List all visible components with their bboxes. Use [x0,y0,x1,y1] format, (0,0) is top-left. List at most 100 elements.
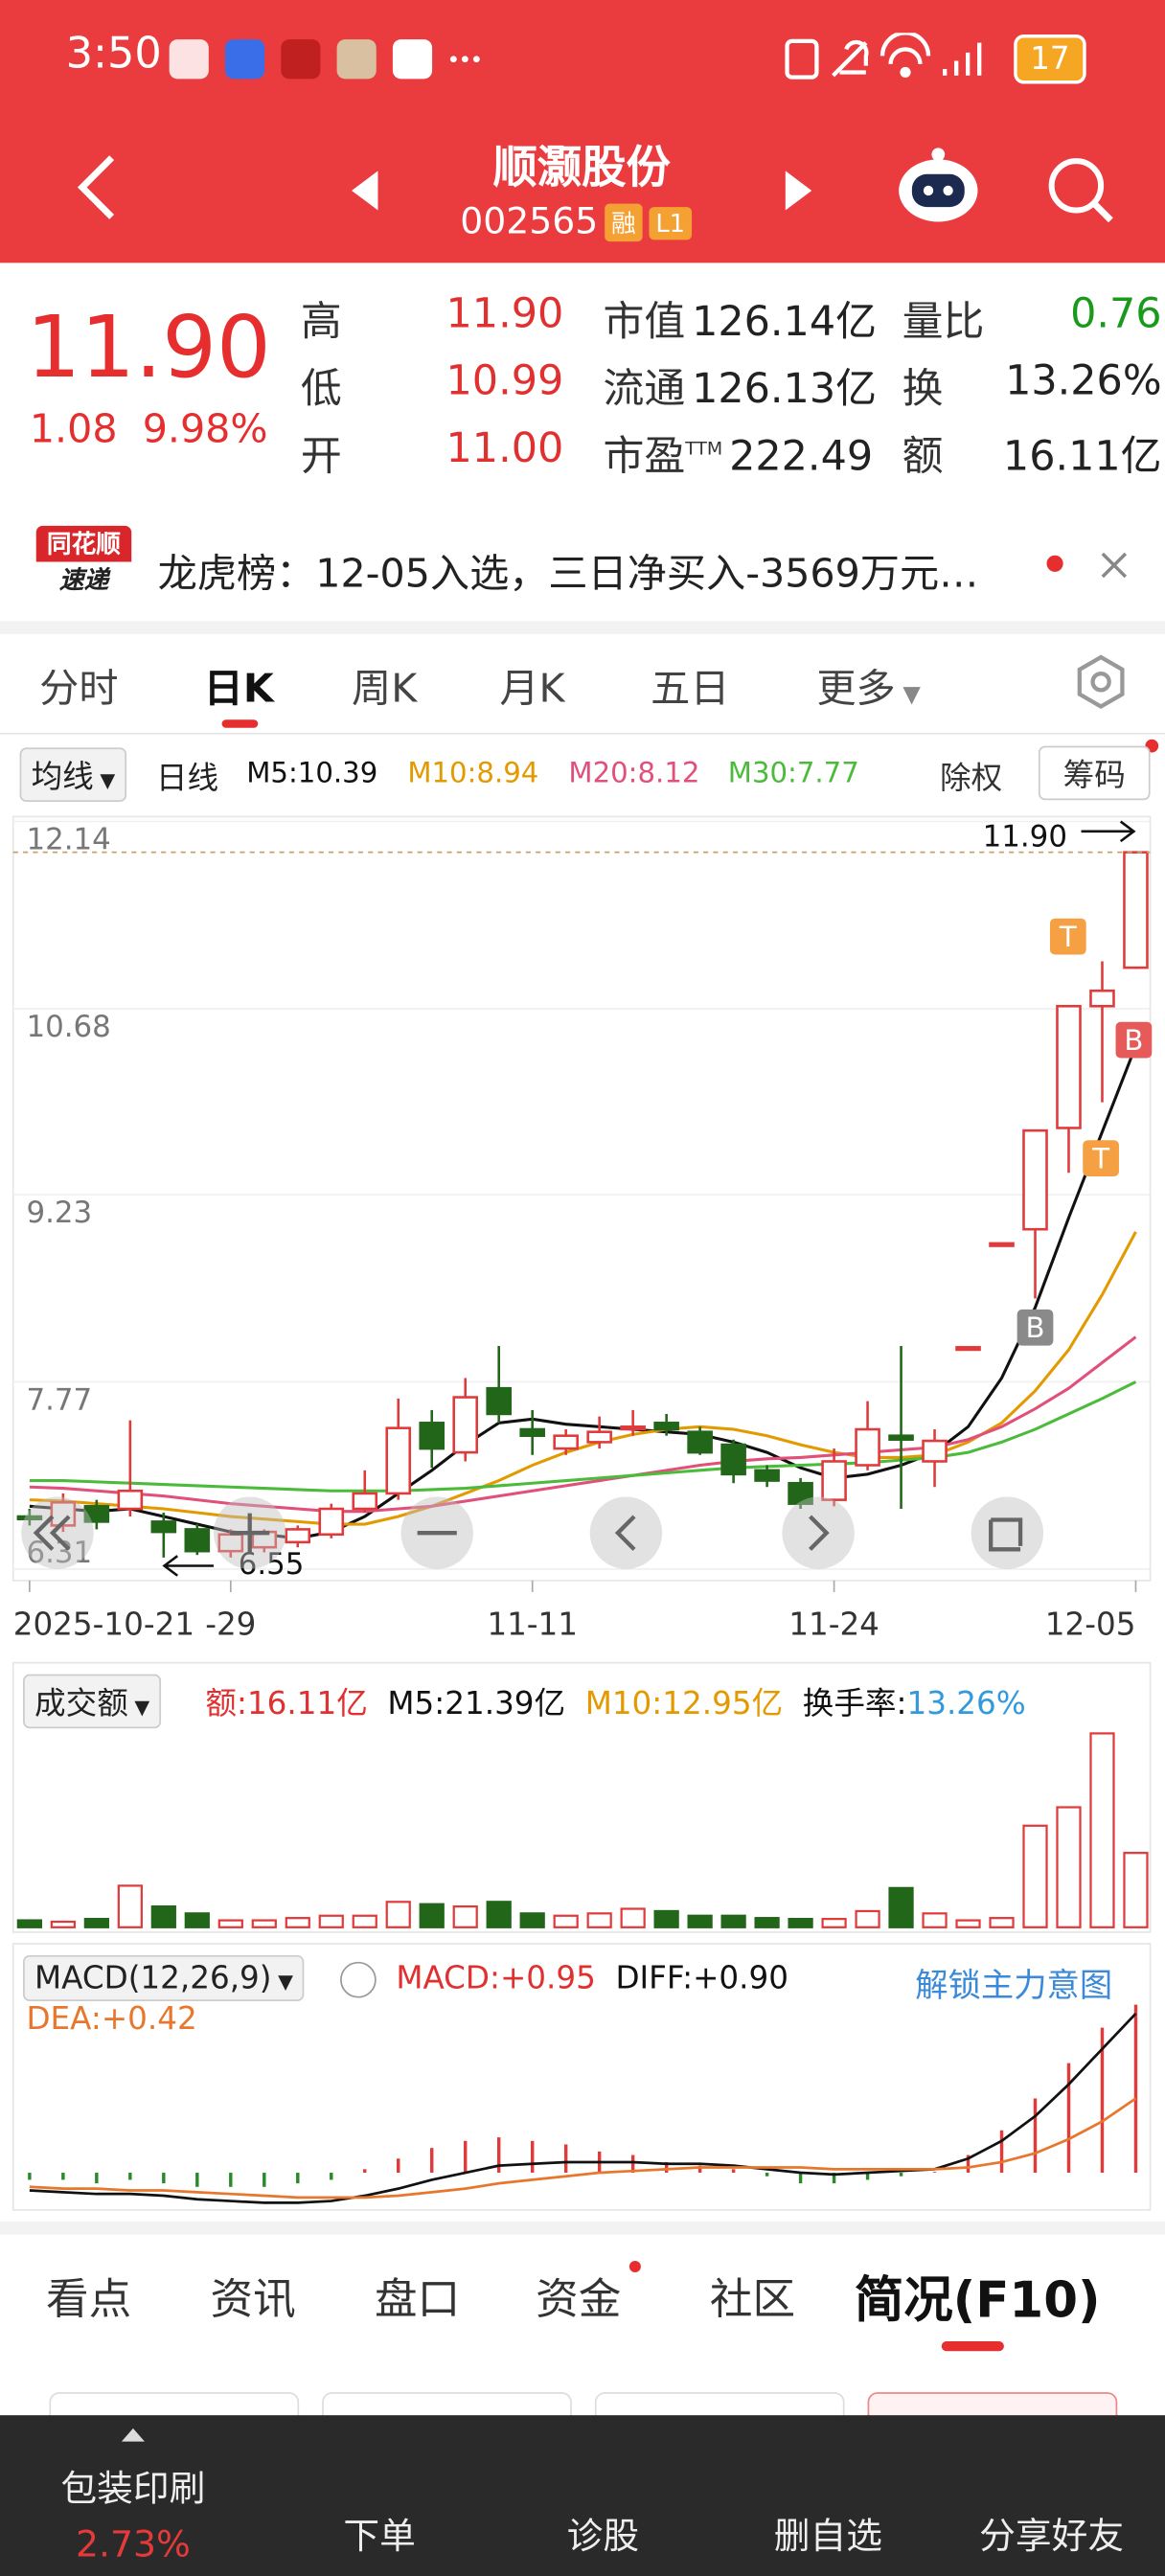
volume-bar [117,1884,143,1928]
arrow [162,1555,214,1577]
volume-items: 额:16.11亿 M5:21.39亿 M10:12.95亿 换手率:13.26% [205,1679,1025,1723]
volume-bar [83,1918,109,1928]
chart-control[interactable] [21,1496,94,1569]
sector-name[interactable]: 包装印刷 [60,2469,206,2511]
bottom-nav: 包装印刷 2.73% 下单 诊股 删自选 分享好友 [0,2415,1165,2576]
stat-value: 126.13亿 [692,364,878,413]
stat-value: 10.99 [445,356,564,404]
volume-bar [1089,1732,1115,1928]
help-icon[interactable] [340,1961,377,1998]
y-tick-label: 10.68 [26,1010,110,1044]
chart-control[interactable] [782,1496,855,1569]
sector-change: 2.73% [75,2525,191,2566]
volume-bar [1056,1806,1082,1928]
turnover-label: 换手率: [802,1685,907,1722]
bottom-tab[interactable]: 资金 [536,2275,622,2325]
stat-label: 市盈 [603,432,686,480]
volume-bar [955,1919,981,1928]
candle-body [318,1507,345,1537]
low-label: 6.55 [239,1547,305,1582]
signal-label: T [1091,1142,1109,1174]
back-button[interactable] [66,151,132,223]
chart-control[interactable] [589,1496,663,1569]
price-change: 1.08 9.98% [30,406,268,452]
volume-bar [486,1901,512,1928]
dea-label: DEA:+0.42 [26,2000,197,2038]
tab[interactable]: 日K [203,665,274,712]
bottom-tab[interactable]: 资讯 [210,2275,296,2325]
bottom-tab[interactable]: 看点 [46,2275,132,2325]
macd-selector[interactable]: MACD(12,26,9) ▼ [23,1954,305,2001]
macd-item: MACD:+0.95 [396,1960,596,1996]
volume-bar [620,1907,646,1928]
candle-body [352,1492,378,1511]
candle-body [1056,1005,1082,1129]
price: 11.90 [26,299,271,399]
button[interactable]: 筹码 [1038,745,1151,801]
control-icon [614,1515,636,1551]
nav-label[interactable]: 下单 [343,2517,416,2559]
chart-control[interactable] [971,1496,1044,1569]
arrow [1081,820,1136,843]
tab[interactable]: 分时 [39,665,119,712]
ma-label: M10:8.94 [407,757,539,790]
search-icon[interactable] [1045,154,1117,226]
banner-logo: 同花顺 速递 [35,525,132,605]
banner-text[interactable]: 龙虎榜：12-05入选，三日净买入-3569万元… [157,550,979,597]
tab[interactable]: 月K [499,665,565,712]
volume-selector[interactable]: 成交额 ▼ [23,1674,162,1729]
turnover: 换手率:13.26% [803,1679,1026,1723]
nav-label[interactable]: 删自选 [773,2517,883,2559]
volume-bar [754,1917,780,1928]
stat-value: 13.26% [1005,356,1162,404]
dropdown-caret: ▼ [127,1695,150,1719]
candle-body [1123,851,1149,969]
dropdown-caret: ▼ [895,681,921,709]
candle-body [385,1426,412,1495]
unlock-link[interactable]: 解锁主力意图 [915,1965,1113,2005]
change-pct: 9.98% [142,405,268,452]
banner-close[interactable] [1098,549,1131,581]
stat-value: 222.49 [729,432,874,480]
signal-box [1017,1309,1054,1346]
candle-body [1089,989,1115,1008]
bottom-tab[interactable]: 盘口 [375,2275,461,2325]
ma-line [29,1380,1137,1493]
robot-icon[interactable] [896,145,981,227]
nav-label[interactable]: 分享好友 [979,2517,1125,2559]
nav-label[interactable]: 诊股 [566,2517,640,2559]
charts: 12.1410.689.237.776.312025-10-21-2911-11… [11,815,1153,2211]
x-tick-label: 2025-10-21 [13,1607,194,1643]
signal-label: B [1026,1311,1045,1344]
stat-label: 流通 [603,364,686,413]
candle-body [83,1505,110,1523]
volume-bar [653,1909,679,1928]
tab[interactable]: 更多 ▼ [816,665,921,712]
signal-box [1049,918,1086,955]
x-tick-label: -29 [205,1607,256,1643]
sector-caret [121,2428,145,2442]
candle-body [888,1434,914,1442]
prev-stock[interactable] [349,168,381,214]
bottom-tab[interactable]: 简况(F10) [854,2271,1101,2330]
logo-bottom: 速递 [58,564,109,595]
bottom-tab[interactable]: 社区 [709,2275,796,2325]
volume-bar [519,1912,545,1928]
tab[interactable]: 五日 [651,665,730,712]
stat-value: 11.00 [445,423,564,472]
volume-bar [419,1903,445,1928]
tab[interactable]: 周K [352,665,418,712]
tab-underline [941,2341,1004,2352]
ma-label: M30:7.77 [727,757,859,790]
selector-text: MACD(12,26,9) [34,1960,272,1996]
button[interactable]: 除权 [940,761,1003,797]
candle-body [519,1427,545,1437]
candle-body [486,1386,512,1416]
stat-value: 11.90 [445,288,564,337]
ma-selector[interactable]: 均线 ▼ [19,747,127,802]
candle-body [150,1520,177,1534]
next-stock[interactable] [782,168,814,214]
settings-icon[interactable] [1071,652,1131,712]
